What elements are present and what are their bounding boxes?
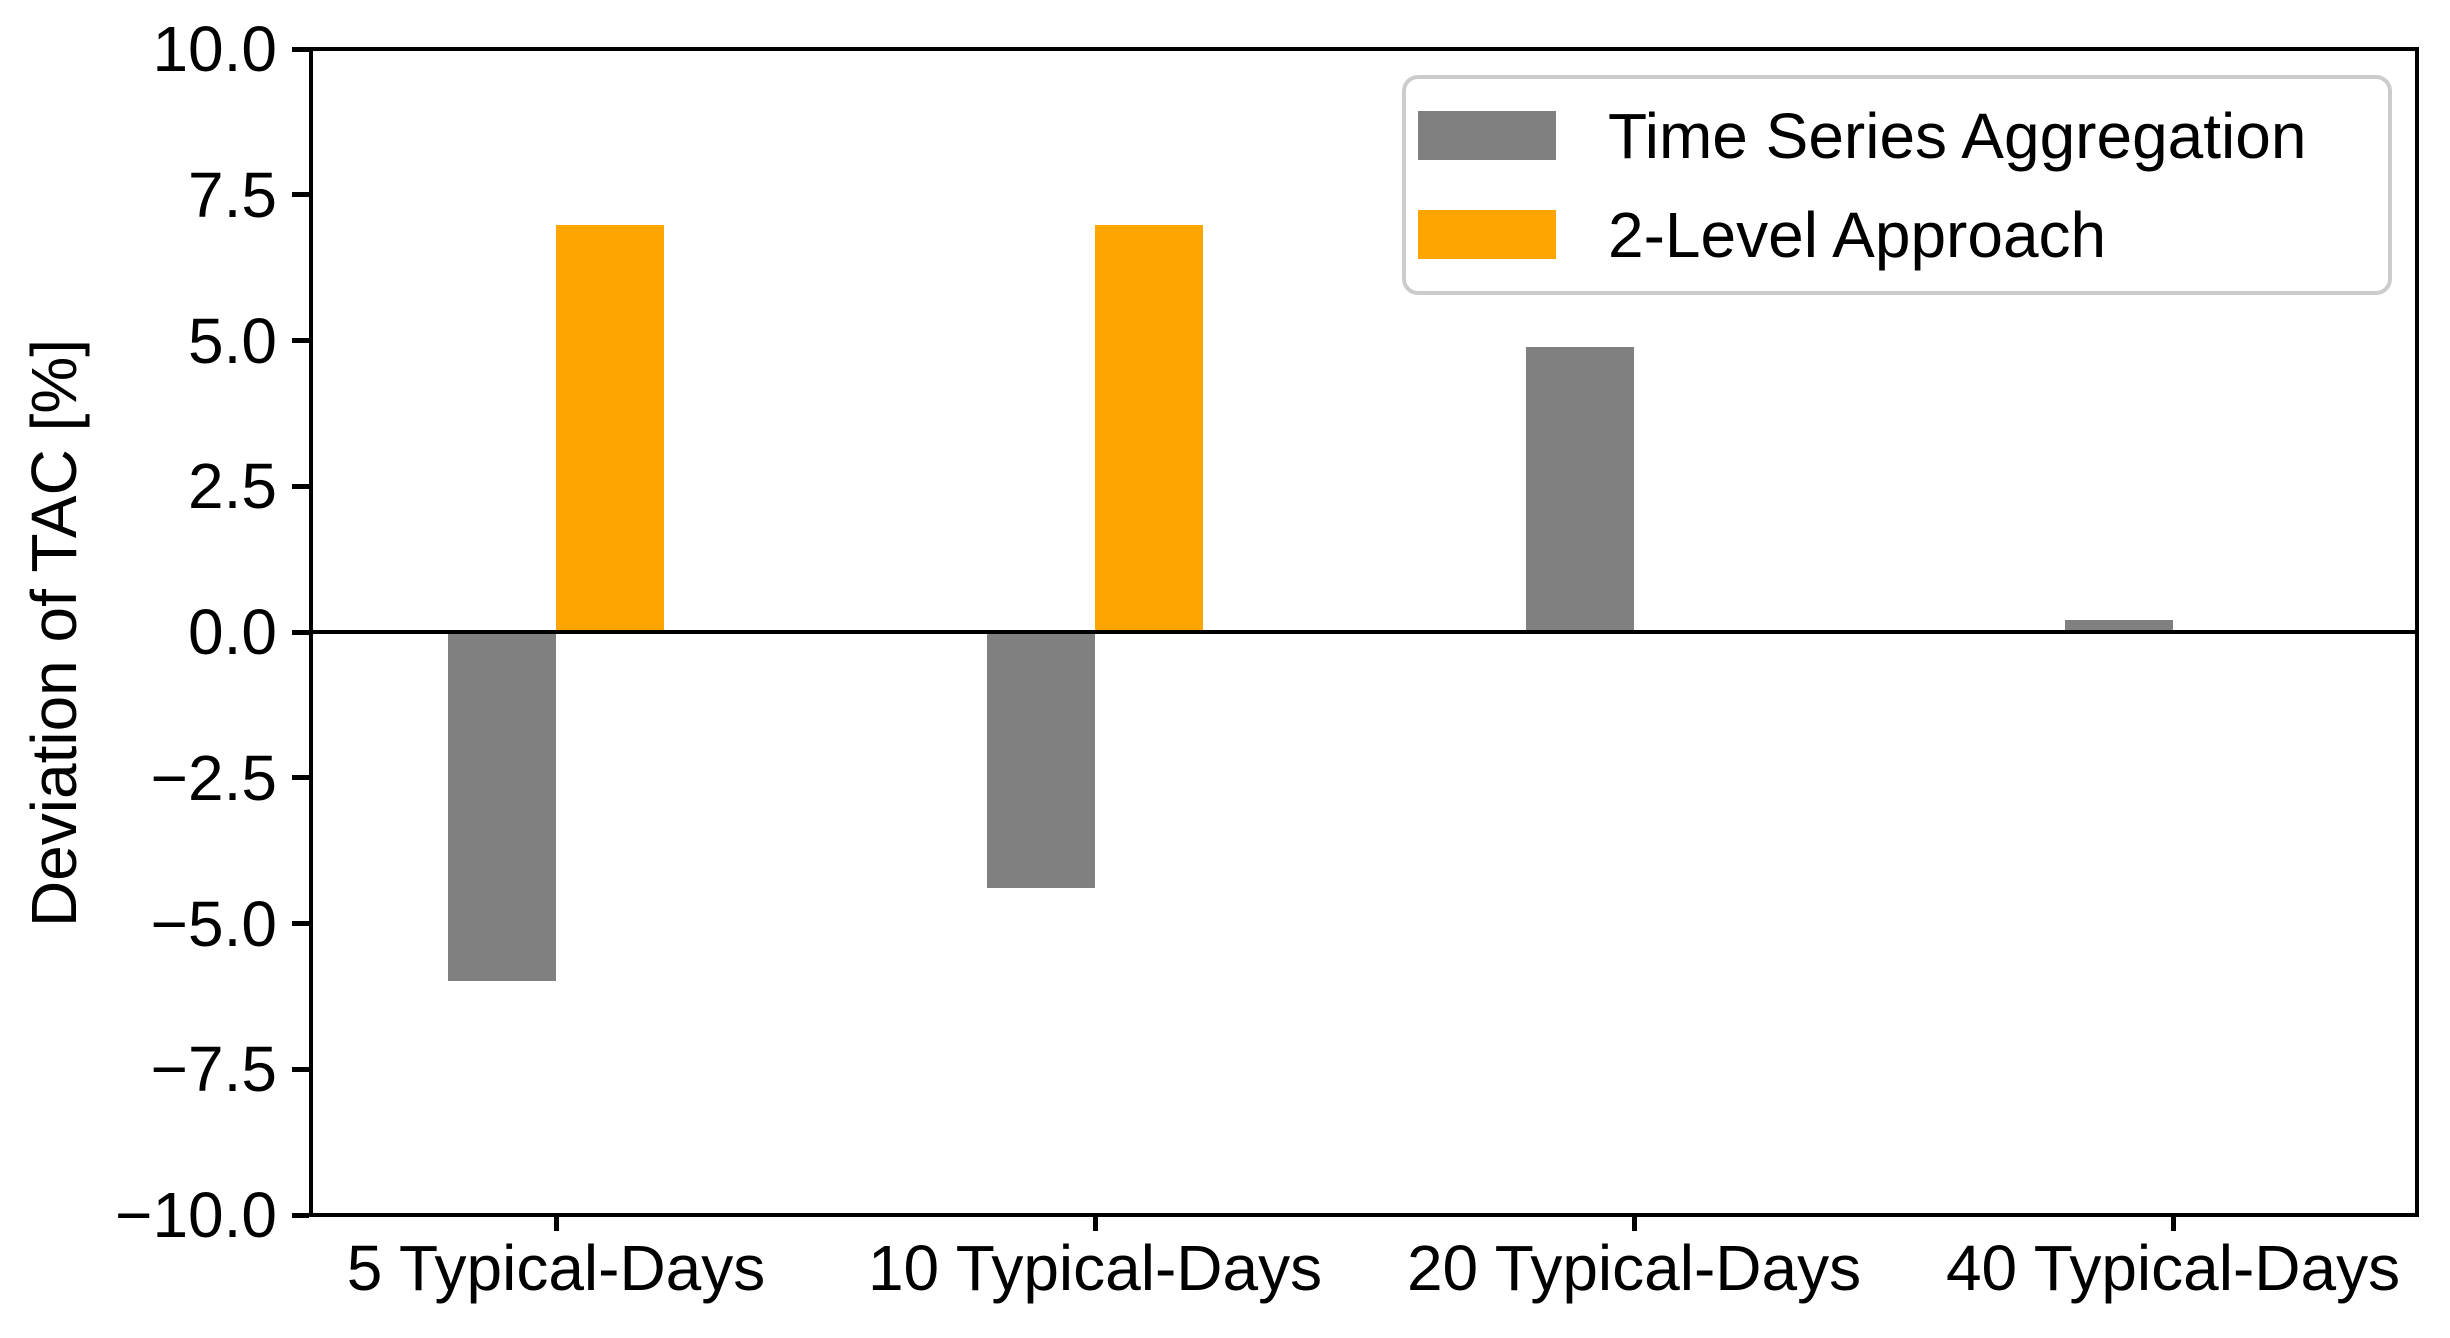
- zero-axis-line: [313, 630, 2415, 634]
- y-tick-label-0-0: 0.0: [188, 596, 277, 668]
- legend: Time Series Aggregation 2-Level Approach: [1402, 75, 2392, 295]
- bar-2-level-approach-10-typical-days: [1095, 225, 1203, 632]
- bar-time-series-aggregation-5-typical-days: [448, 632, 556, 981]
- y-tick-5-0: [292, 338, 309, 343]
- y-tick-label-2-5: 2.5: [188, 450, 277, 523]
- legend-label-2-level-approach: 2-Level Approach: [1608, 198, 2107, 271]
- x-tick-10-typical-days: [1092, 1215, 1098, 1231]
- y-tick-label-5-0: 5.0: [188, 304, 277, 377]
- x-tick-20-typical-days: [1631, 1215, 1637, 1231]
- y-tick-7-5: [292, 1066, 309, 1072]
- x-tick-label-10-typical-days: 10 Typical-Days: [867, 1232, 1323, 1304]
- y-tick-2-5: [292, 775, 309, 781]
- legend-item-time-series-aggregation: Time Series Aggregation: [1418, 104, 2364, 168]
- bar-time-series-aggregation-20-typical-days: [1526, 347, 1634, 632]
- legend-swatch-time-series-aggregation: [1418, 111, 1556, 160]
- y-tick-10-0: [292, 1212, 309, 1218]
- y-tick-7-5: [292, 192, 309, 198]
- y-tick-label-10-0: −10.0: [115, 1179, 277, 1251]
- x-tick-label-40-typical-days: 40 Typical-Days: [1945, 1232, 2401, 1304]
- x-tick-40-typical-days: [2170, 1215, 2176, 1231]
- legend-item-2-level-approach: 2-Level Approach: [1418, 203, 2364, 267]
- legend-swatch-2-level-approach: [1418, 210, 1556, 259]
- bar-time-series-aggregation-10-typical-days: [987, 632, 1095, 888]
- y-tick-0-0: [292, 629, 309, 635]
- y-tick-label-7-5: −7.5: [150, 1033, 277, 1106]
- x-tick-label-5-typical-days: 5 Typical-Days: [346, 1232, 766, 1304]
- bar-2-level-approach-5-typical-days: [556, 225, 664, 632]
- y-tick-2-5: [292, 483, 309, 489]
- y-tick-10-0: [292, 46, 309, 52]
- legend-label-time-series-aggregation: Time Series Aggregation: [1608, 99, 2307, 172]
- bar-time-series-aggregation-40-typical-days: [2065, 620, 2173, 632]
- y-tick-label-10-0: 10.0: [152, 13, 277, 85]
- x-tick-label-20-typical-days: 20 Typical-Days: [1406, 1232, 1862, 1304]
- y-tick-label-7-5: 7.5: [188, 158, 277, 231]
- bars-container: [313, 51, 2415, 1213]
- y-tick-label-2-5: −2.5: [150, 741, 277, 814]
- x-tick-5-typical-days: [553, 1215, 559, 1231]
- y-tick-5-0: [292, 921, 309, 926]
- y-tick-label-5-0: −5.0: [150, 887, 277, 960]
